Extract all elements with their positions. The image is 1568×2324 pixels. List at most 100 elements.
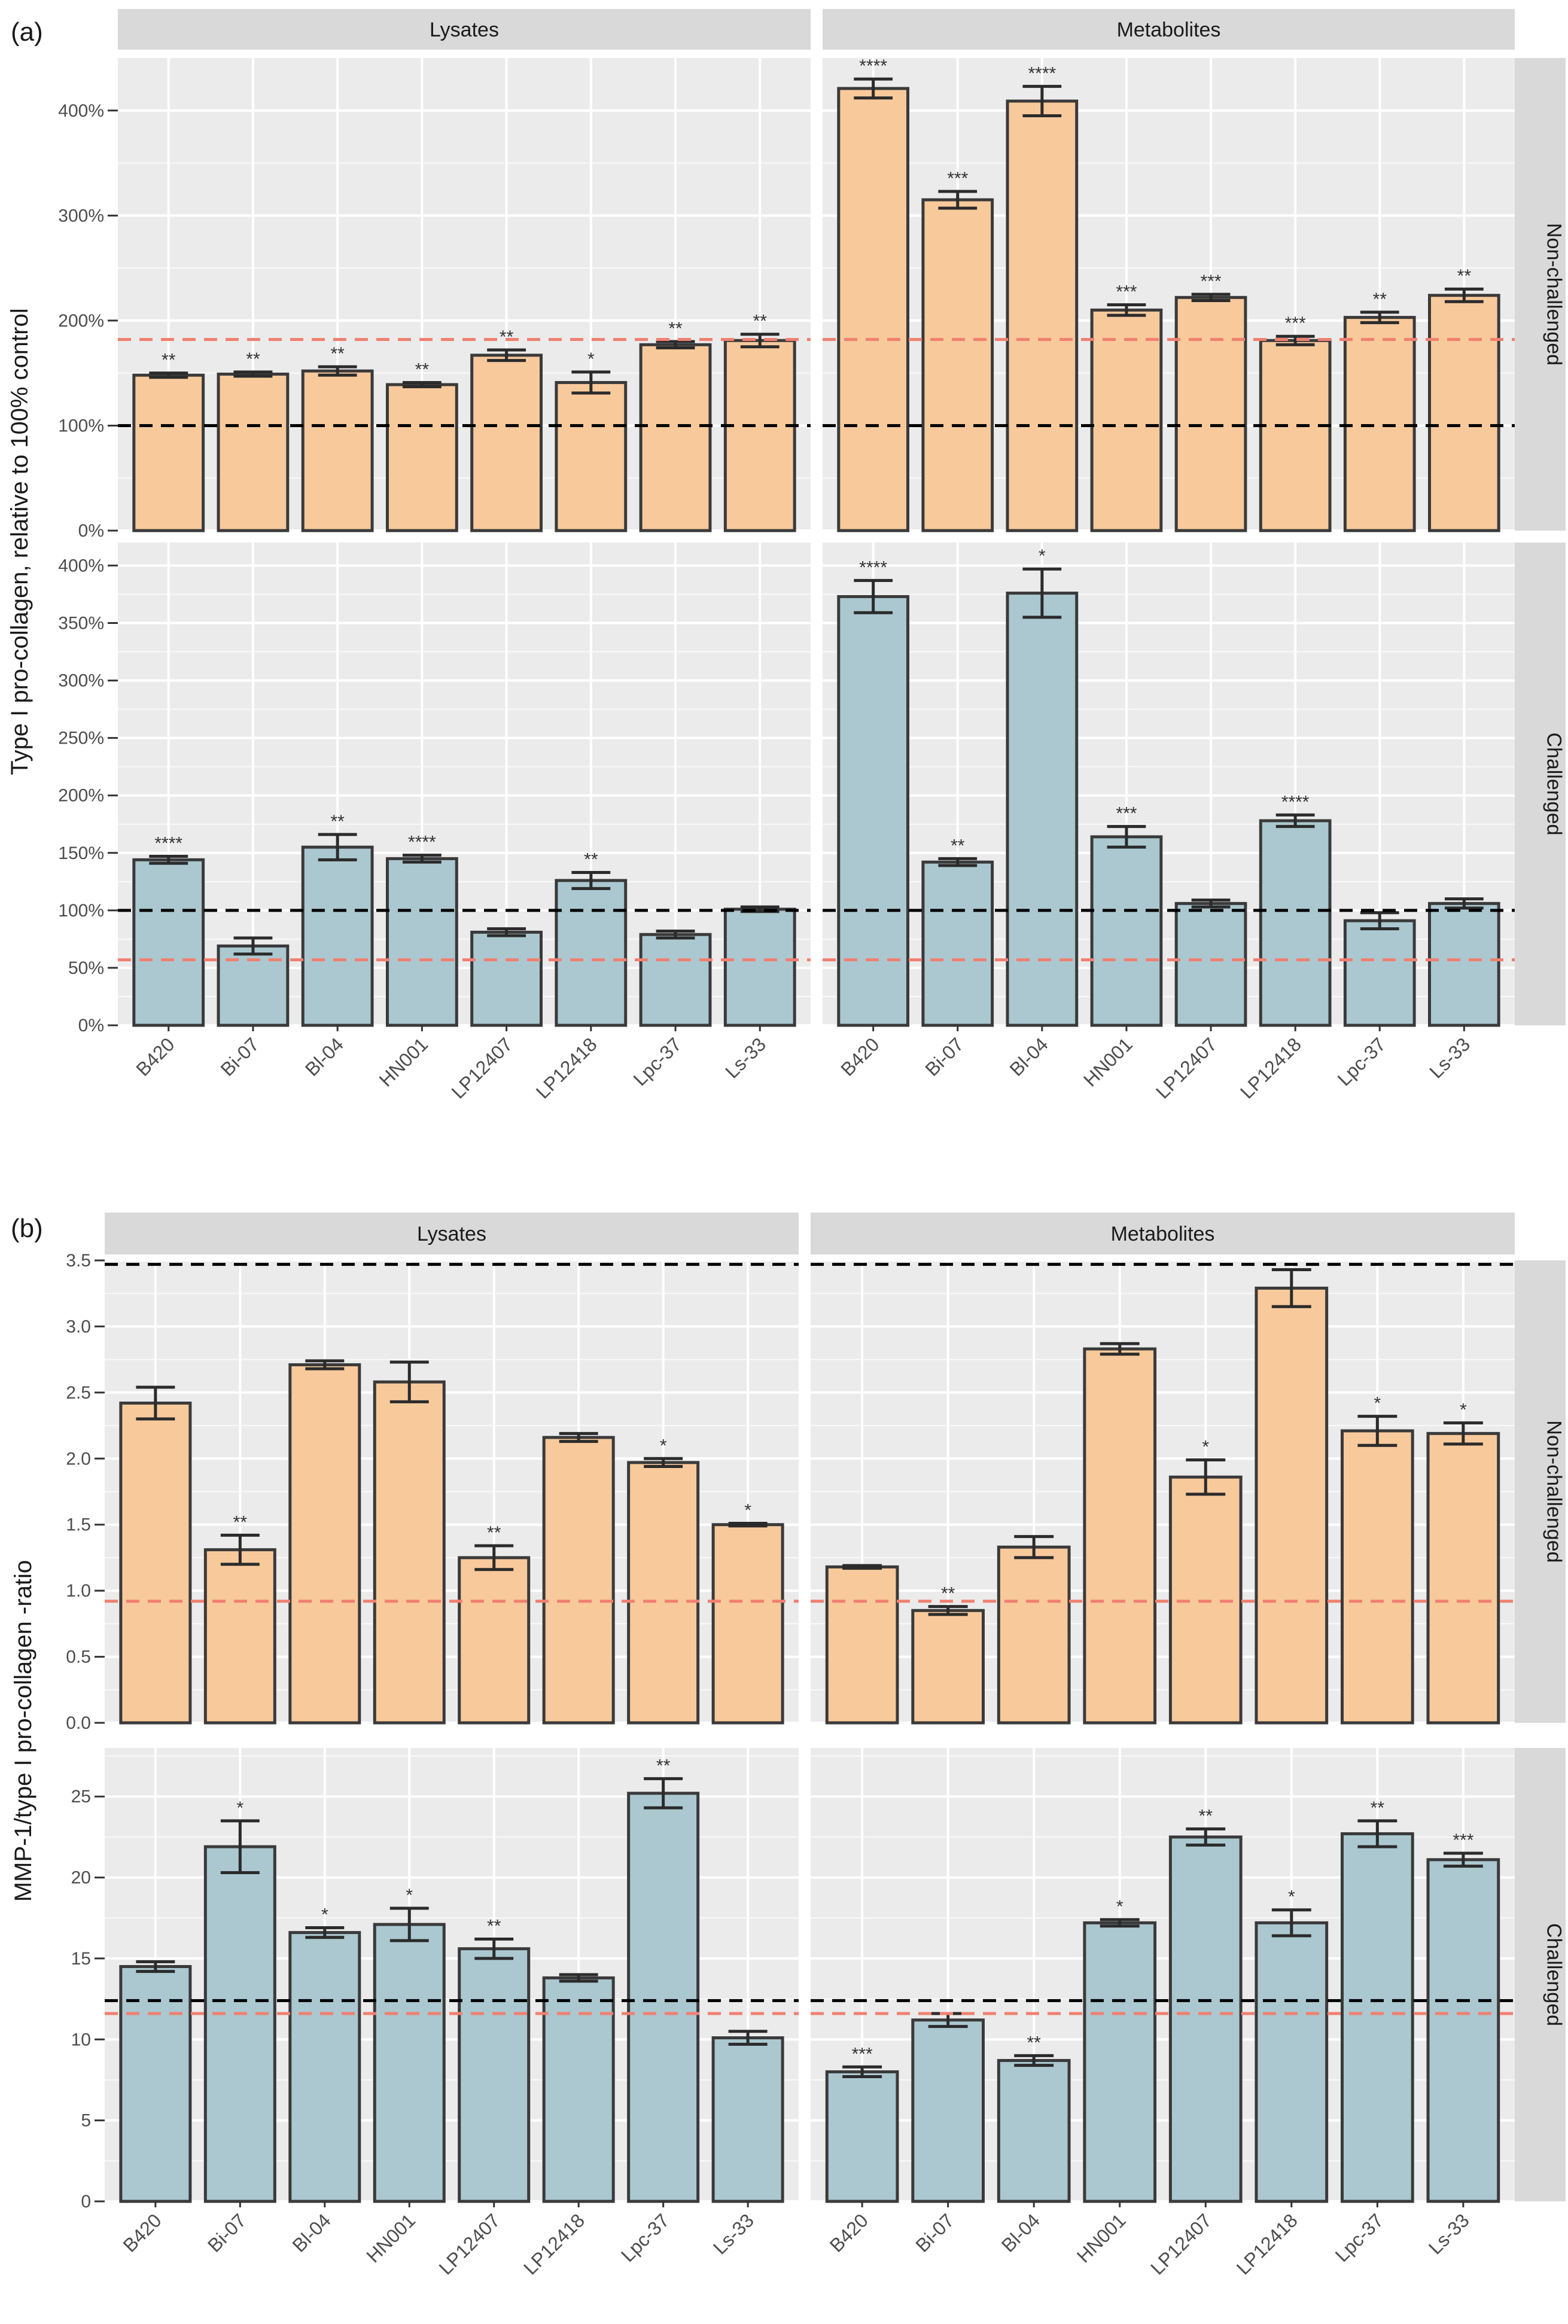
significance-label: **** — [859, 558, 887, 577]
significance-label: **** — [408, 833, 436, 852]
significance-label: **** — [1028, 63, 1057, 83]
x-tick-label: HN001 — [375, 1033, 432, 1091]
row-strip-label: Non-challenged — [1543, 1420, 1566, 1562]
bar-lp12407 — [1168, 1835, 1243, 2203]
x-tick-label: Ls-33 — [1425, 1033, 1474, 1082]
x-tick-label: B420 — [836, 1033, 883, 1080]
significance-label: ** — [330, 812, 345, 831]
significance-label: ** — [1199, 1806, 1213, 1826]
bar-lp12418 — [1255, 1286, 1329, 1725]
bar-b420 — [132, 858, 205, 1027]
significance-label: ** — [487, 1916, 501, 1936]
y-tick-label: 200% — [58, 786, 104, 806]
y-tick-label: 5 — [81, 2111, 91, 2131]
bar-b420 — [837, 595, 910, 1027]
bar-lpc-37 — [639, 933, 712, 1027]
x-tick-label: LP12418 — [532, 1033, 601, 1102]
row-strip-label: Challenged — [1543, 732, 1566, 835]
significance-label: ** — [246, 349, 260, 369]
x-tick-label: Bi-07 — [921, 1033, 967, 1080]
y-tick-label: 50% — [68, 958, 104, 978]
x-tick-label: HN001 — [362, 2209, 419, 2267]
y-tick-label: 1.5 — [66, 1515, 91, 1535]
y-axis-title: Type I pro-collagen, relative to 100% co… — [7, 308, 33, 775]
bar-lpc-37 — [1343, 919, 1416, 1027]
bar-lp12418 — [1255, 1921, 1329, 2203]
facet-strip-lysates — [118, 9, 811, 50]
significance-label: * — [744, 1501, 751, 1521]
bar-bi-07 — [921, 198, 994, 532]
x-tick-label: LP12407 — [1152, 1033, 1221, 1102]
bar-lp12418 — [542, 1976, 615, 2203]
row-strip-non-challenged — [1515, 1260, 1566, 1723]
facet-strip-label: Lysates — [430, 19, 499, 41]
y-tick-label: 20 — [71, 1868, 91, 1888]
facet-strip-metabolites — [823, 9, 1515, 50]
significance-label: ** — [941, 1584, 955, 1604]
bar-bl-04 — [997, 1545, 1071, 1725]
significance-label: ** — [330, 344, 345, 364]
bar-hn001 — [1083, 1921, 1157, 2203]
panel-label: (b) — [11, 1214, 43, 1243]
bar-lp12407 — [1174, 296, 1247, 532]
significance-label: ** — [415, 360, 430, 379]
y-tick-label: 1.0 — [66, 1581, 91, 1601]
bar-lp12418 — [555, 380, 628, 532]
bar-ls-33 — [1426, 1431, 1500, 1725]
significance-label: * — [321, 1905, 328, 1924]
y-tick-label: 0.0 — [66, 1713, 91, 1733]
bar-bl-04 — [301, 369, 374, 532]
bar-bi-07 — [911, 2018, 985, 2203]
bar-bl-04 — [1006, 99, 1079, 532]
y-tick-label: 300% — [58, 671, 104, 691]
y-tick-label: 15 — [71, 1949, 91, 1969]
x-tick-label: LP12407 — [1146, 2209, 1216, 2279]
bar-lp12407 — [458, 1556, 531, 1725]
x-tick-label: Lpc-37 — [617, 2209, 674, 2266]
bar-hn001 — [385, 857, 458, 1027]
significance-label: ** — [487, 1523, 501, 1543]
bar-lpc-37 — [1340, 1429, 1414, 1725]
y-tick-label: 0% — [78, 1016, 104, 1035]
significance-label: ** — [753, 312, 768, 331]
significance-label: * — [1116, 1897, 1124, 1917]
facet-strip-label: Metabolites — [1111, 1223, 1215, 1245]
significance-label: * — [587, 349, 595, 369]
significance-label: ** — [1373, 290, 1387, 309]
x-tick-label: B420 — [132, 1033, 178, 1080]
y-tick-label: 250% — [58, 729, 104, 748]
bar-lpc-37 — [1340, 1832, 1414, 2203]
x-tick-label: Bi-07 — [911, 2209, 958, 2256]
bar-bl-04 — [997, 2058, 1071, 2203]
significance-label: * — [1288, 1887, 1295, 1907]
bar-b420 — [132, 373, 205, 532]
significance-label: *** — [1453, 1830, 1473, 1850]
y-tick-label: 400% — [58, 556, 104, 575]
y-tick-label: 350% — [58, 614, 104, 633]
significance-label: **** — [859, 56, 887, 76]
y-tick-label: 2.5 — [66, 1383, 91, 1403]
bar-hn001 — [373, 1923, 446, 2203]
bar-lpc-37 — [627, 1792, 700, 2203]
x-tick-label: Bl-04 — [997, 2209, 1044, 2256]
y-tick-label: 200% — [58, 311, 104, 331]
y-tick-label: 10 — [71, 2030, 91, 2049]
bar-b420 — [825, 1565, 899, 1725]
bar-lp12407 — [458, 1947, 531, 2203]
bar-ls-33 — [1427, 294, 1500, 532]
bar-bi-07 — [203, 1548, 276, 1725]
x-tick-label: Ls-33 — [709, 2209, 758, 2258]
y-tick-label: 300% — [58, 206, 104, 226]
significance-label: *** — [1116, 804, 1137, 824]
y-tick-label: 100% — [58, 901, 104, 921]
x-tick-label: Lpc-37 — [629, 1033, 686, 1090]
significance-label: *** — [1116, 282, 1137, 302]
significance-label: * — [1460, 1400, 1467, 1420]
significance-label: * — [236, 1798, 243, 1818]
bar-ls-33 — [723, 339, 796, 532]
bar-bi-07 — [203, 1845, 276, 2203]
significance-label: ** — [233, 1512, 248, 1532]
y-tick-label: 3.0 — [66, 1317, 91, 1336]
x-tick-label: Ls-33 — [721, 1033, 770, 1082]
significance-label: ** — [1027, 2033, 1042, 2052]
